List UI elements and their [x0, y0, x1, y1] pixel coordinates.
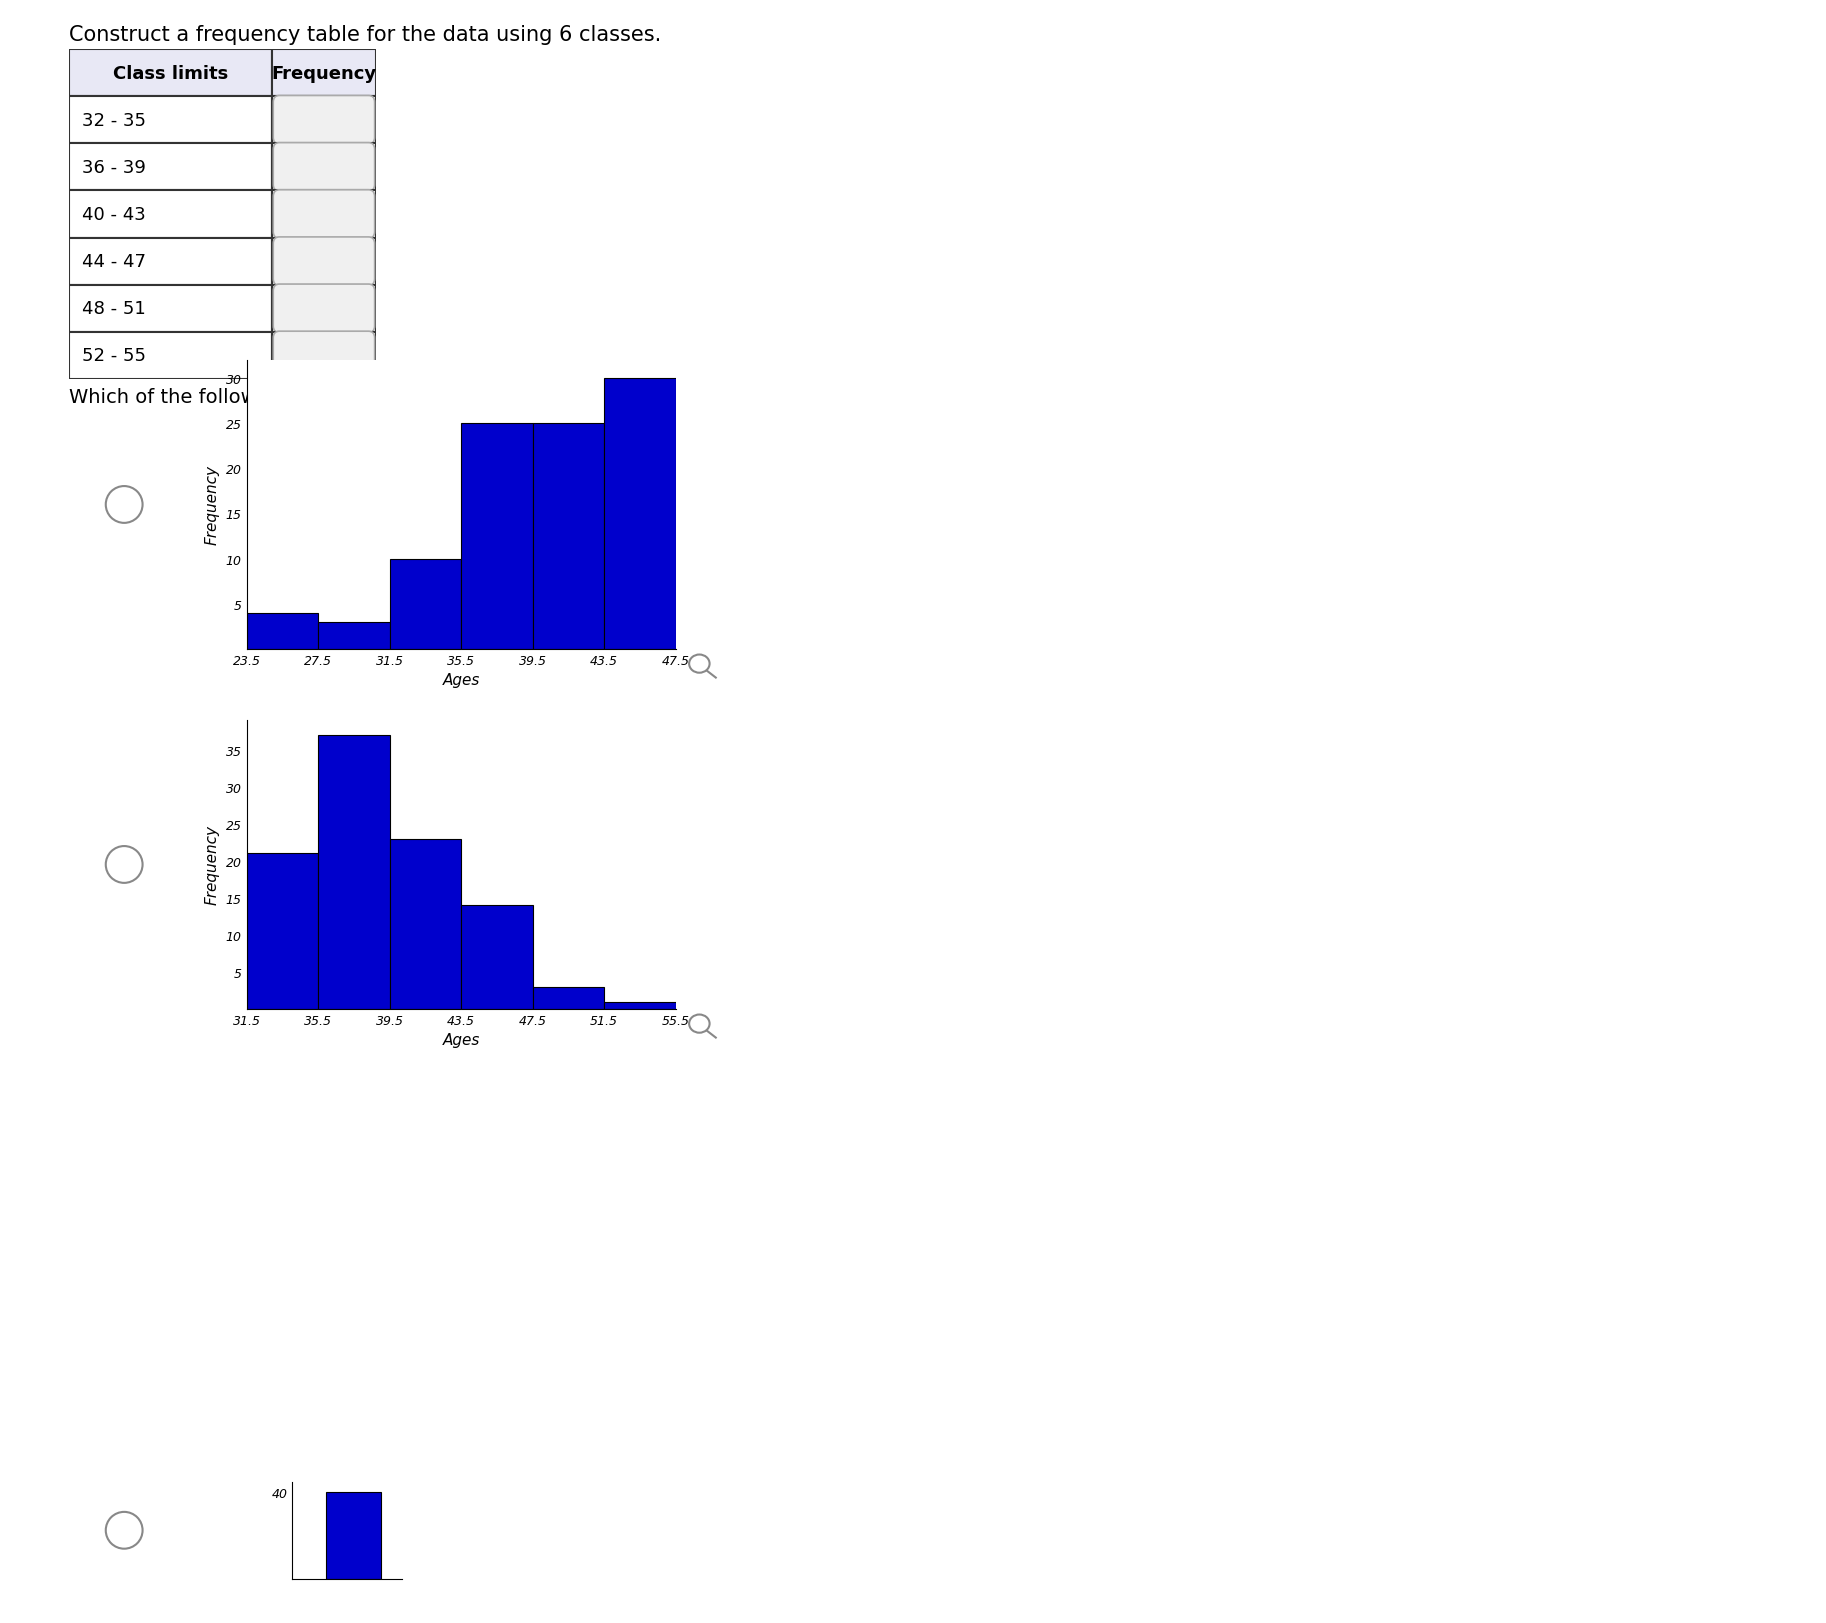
Bar [318, 735, 389, 1010]
Text: 36 - 39: 36 - 39 [82, 159, 146, 177]
X-axis label: Ages: Ages [442, 674, 480, 688]
Bar [247, 613, 318, 649]
FancyBboxPatch shape [274, 190, 374, 239]
Bar [69, 97, 272, 144]
FancyBboxPatch shape [274, 143, 374, 192]
FancyBboxPatch shape [274, 286, 374, 333]
Bar [460, 906, 533, 1010]
Bar [69, 192, 272, 239]
Text: 52 - 55: 52 - 55 [82, 347, 146, 365]
Bar [389, 560, 460, 649]
Bar [318, 623, 389, 649]
Bar [533, 424, 604, 649]
Bar [389, 839, 462, 1010]
Bar [272, 286, 376, 333]
X-axis label: Ages: Ages [442, 1032, 480, 1048]
Text: 32 - 35: 32 - 35 [82, 112, 146, 130]
Bar [604, 1001, 676, 1010]
Bar [247, 854, 318, 1010]
Bar [604, 378, 676, 649]
Bar [533, 987, 604, 1010]
Bar [272, 192, 376, 239]
FancyBboxPatch shape [274, 333, 374, 380]
Text: Class limits: Class limits [113, 65, 228, 83]
FancyBboxPatch shape [274, 96, 374, 144]
Bar [69, 333, 272, 380]
Bar [272, 50, 376, 97]
Bar [69, 286, 272, 333]
Y-axis label: Frequency: Frequency [205, 824, 221, 906]
Text: Construct a frequency table for the data using 6 classes.: Construct a frequency table for the data… [69, 24, 661, 45]
FancyBboxPatch shape [274, 237, 374, 286]
Text: Frequency: Frequency [272, 65, 376, 83]
Bar [327, 1493, 382, 1579]
Bar [69, 144, 272, 192]
Bar [272, 97, 376, 144]
Bar [272, 333, 376, 380]
Bar [460, 424, 533, 649]
Y-axis label: Frequency: Frequency [205, 466, 221, 545]
Text: 44 - 47: 44 - 47 [82, 253, 146, 271]
Bar [272, 239, 376, 286]
Bar [69, 50, 272, 97]
Text: Which of the following is the correct histogram for this data?: Which of the following is the correct hi… [69, 388, 663, 406]
Bar [272, 144, 376, 192]
Text: 40 - 43: 40 - 43 [82, 206, 146, 224]
Text: 48 - 51: 48 - 51 [82, 300, 146, 318]
Bar [69, 239, 272, 286]
